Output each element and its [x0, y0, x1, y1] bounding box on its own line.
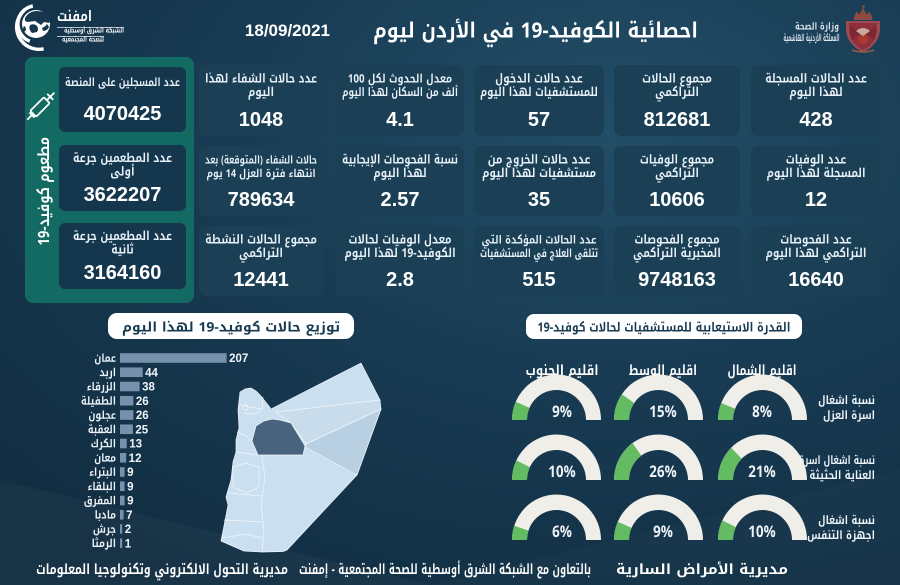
- svg-text:428: 428: [799, 109, 832, 131]
- svg-text:1048: 1048: [239, 109, 284, 131]
- svg-text:9: 9: [127, 481, 133, 493]
- svg-text:26: 26: [136, 410, 149, 422]
- svg-text:4070425: 4070425: [84, 103, 162, 125]
- svg-text:12: 12: [805, 189, 827, 211]
- svg-text:789634: 789634: [228, 189, 296, 211]
- svg-text:13: 13: [129, 439, 142, 451]
- svg-text:12441: 12441: [233, 269, 289, 291]
- svg-text:2.57: 2.57: [381, 189, 420, 211]
- svg-text:9: 9: [127, 496, 133, 508]
- svg-text:515: 515: [522, 269, 555, 291]
- svg-text:26: 26: [136, 396, 149, 408]
- svg-text:12: 12: [129, 453, 142, 465]
- svg-text:44: 44: [145, 367, 158, 379]
- svg-text:1: 1: [125, 538, 132, 550]
- svg-text:4.1: 4.1: [386, 109, 414, 131]
- svg-text:207: 207: [229, 353, 248, 365]
- svg-text:3622207: 3622207: [84, 184, 162, 206]
- svg-text:7: 7: [126, 510, 132, 522]
- svg-text:2: 2: [125, 524, 131, 536]
- svg-text:16640: 16640: [788, 269, 844, 291]
- svg-text:25: 25: [135, 424, 148, 436]
- svg-text:10606: 10606: [649, 189, 705, 211]
- svg-text:812681: 812681: [644, 109, 711, 131]
- svg-text:57: 57: [528, 109, 550, 131]
- svg-text:9748163: 9748163: [638, 269, 716, 291]
- svg-text:2.8: 2.8: [386, 269, 414, 291]
- svg-text:35: 35: [528, 189, 550, 211]
- svg-text:3164160: 3164160: [84, 262, 162, 284]
- svg-text:18/09/2021: 18/09/2021: [245, 21, 330, 40]
- svg-text:9: 9: [127, 467, 133, 479]
- svg-text:38: 38: [142, 382, 155, 394]
